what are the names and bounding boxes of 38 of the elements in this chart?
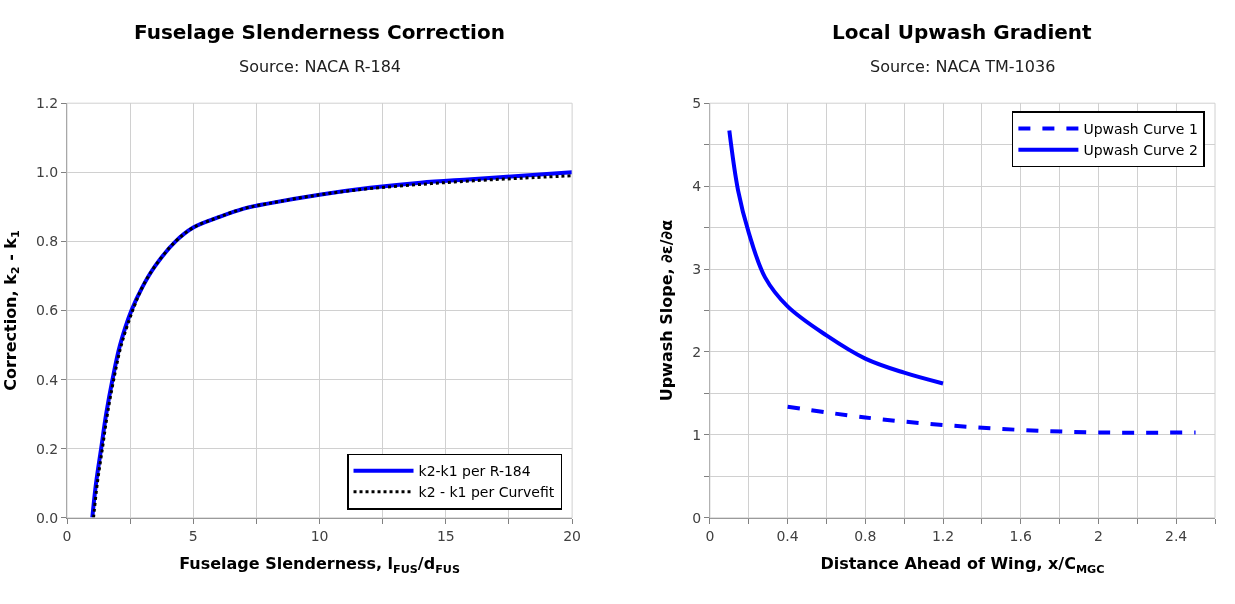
x-tick-label: 15 xyxy=(436,527,455,544)
x-axis-title: Distance Ahead of Wing, x/C$_{MGC}$ xyxy=(820,554,1105,576)
chart-subtitle: Source: NACA R-184 xyxy=(239,57,402,76)
x-tick-label: 1.2 xyxy=(931,527,955,544)
y-tick-label: 0.0 xyxy=(35,509,59,526)
line-series xyxy=(785,404,1198,435)
x-tick-label: 2 xyxy=(1093,527,1103,544)
y-tick-label: 0.4 xyxy=(35,371,59,388)
y-tick-label: 5 xyxy=(692,95,702,112)
x-tick-label: 0 xyxy=(62,527,72,544)
y-tick-label: 1 xyxy=(692,426,702,443)
y-tick-label: 1.2 xyxy=(35,95,59,112)
legend-label: k2 - k1 per Curvefit xyxy=(418,484,555,501)
legend-label: Upwash Curve 1 xyxy=(1083,121,1198,138)
y-tick-label: 0 xyxy=(692,509,702,526)
x-tick-label: 20 xyxy=(563,527,582,544)
legend-label: Upwash Curve 2 xyxy=(1083,142,1198,159)
y-tick-label: 3 xyxy=(692,260,702,277)
y-tick-label: 0.8 xyxy=(35,233,59,250)
y-tick-label: 0.6 xyxy=(35,302,59,319)
x-tick-label: 10 xyxy=(310,527,329,544)
x-axis-title: Fuselage Slenderness, l$_{FUS}$/d$_{FUS}$ xyxy=(179,554,460,576)
y-axis-title: Upwash Slope, ∂ε/∂α xyxy=(657,219,677,402)
x-tick-label: 0.8 xyxy=(854,527,877,544)
chart-title: Local Upwash Gradient xyxy=(832,20,1093,44)
x-tick-label: 1.6 xyxy=(1009,527,1032,544)
chart-title: Fuselage Slenderness Correction xyxy=(134,20,505,44)
x-tick-label: 0 xyxy=(705,527,715,544)
y-tick-label: 1.0 xyxy=(35,164,59,181)
x-tick-label: 0.4 xyxy=(776,527,799,544)
line-series xyxy=(727,128,946,386)
x-tick-label: 2.4 xyxy=(1165,527,1188,544)
legend-label: k2-k1 per R-184 xyxy=(418,463,531,480)
y-tick-label: 2 xyxy=(692,343,702,360)
y-tick-label: 0.2 xyxy=(35,440,59,457)
chart-subtitle: Source: NACA TM-1036 xyxy=(870,57,1056,76)
x-tick-label: 5 xyxy=(188,527,198,544)
y-tick-label: 4 xyxy=(692,178,702,195)
